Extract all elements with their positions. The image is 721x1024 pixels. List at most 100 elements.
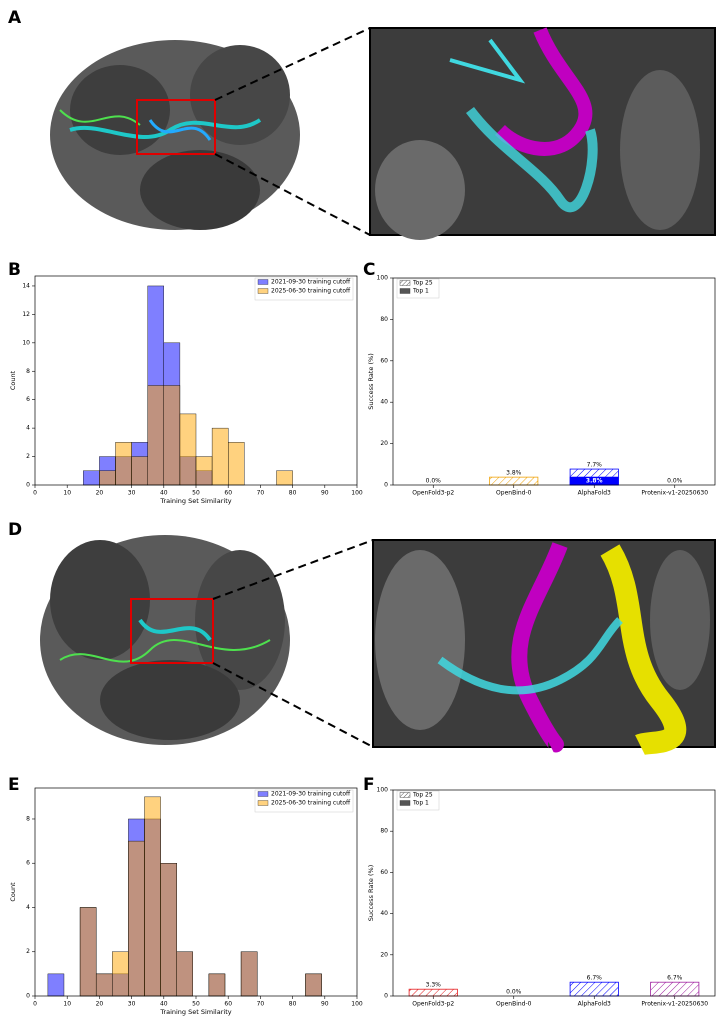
y-tick-label: 4 [26,904,30,911]
panel-label: B [8,260,21,280]
histogram-bar [195,456,213,486]
histogram-bar [128,840,145,997]
legend-label: Top 1 [412,288,429,295]
legend-swatch [399,800,411,806]
x-tick-label: 50 [192,1001,200,1008]
x-tick-label: 20 [96,490,104,497]
x-axis-label: Training Set Similarity [159,497,231,505]
legend-box [254,789,354,813]
x-tick-label: 100 [351,1001,363,1008]
value-label: 0.0% [506,989,522,996]
y-tick-label: 80 [380,316,388,323]
protein-image-a [50,27,716,240]
x-axis-label: Training Set Similarity [159,1008,231,1016]
y-tick-label: 100 [377,787,389,794]
y-tick-label: 12 [22,311,30,318]
x-tick-label: OpenFold3-p2 [412,1001,454,1008]
histogram-bar [47,973,65,997]
value-label: 7.7% [587,462,603,469]
x-tick-label: 60 [224,490,232,497]
value-label: 3.8% [506,470,522,477]
y-tick-label: 6 [26,860,30,867]
y-tick-label: 2 [26,453,30,460]
y-tick-label: 2 [26,948,30,955]
histogram-bar [179,413,197,486]
x-tick-label: 10 [63,490,71,497]
x-tick-label: 0 [33,1001,37,1008]
bar [408,988,458,997]
y-tick-label: 20 [380,440,388,447]
value-label: 3.3% [426,982,442,989]
y-axis-label: Success Rate (%) [367,865,375,921]
y-axis-label: Count [9,882,17,902]
y-axis-label: Count [9,370,17,390]
legend-swatch [257,800,269,806]
legend-box [254,277,354,301]
legend-label: 2021-09-30 training cutoff [271,791,351,798]
x-tick-label: AlphaFold3 [578,1001,611,1008]
histogram-bar [276,470,293,486]
histogram-bar [115,442,132,486]
histogram-bar [95,973,113,997]
bar [650,981,700,997]
x-tick-label: 30 [128,1001,136,1008]
x-tick-label: Protenix-v1-20250630 [641,490,708,497]
histogram-bar [240,951,258,997]
histogram-bar [131,456,148,486]
legend-swatch [399,288,411,294]
x-tick-label: 40 [160,1001,168,1008]
x-tick-label: 0 [33,490,37,497]
y-tick-label: 6 [26,396,30,403]
histogram-bar [99,470,116,486]
y-tick-label: 40 [380,399,388,406]
legend-label: 2025-06-30 training cutoff [271,288,351,295]
y-tick-label: 14 [22,282,30,289]
histogram-bar [227,442,245,486]
axes-frame [34,787,358,997]
panel-label: A [8,8,22,28]
y-tick-label: 0 [26,993,30,1000]
panel-label: D [8,520,22,540]
histogram-bar [305,973,322,997]
panel-label: F [363,775,375,795]
legend-swatch [257,288,269,294]
y-tick-label: 60 [380,869,388,876]
bar [489,476,539,486]
legend-label: 2021-09-30 training cutoff [271,279,351,286]
x-tick-label: 90 [321,1001,329,1008]
histogram-bar [147,385,164,486]
histogram-bar [112,951,129,997]
panel-label: E [8,775,20,795]
x-tick-label: 80 [289,1001,297,1008]
y-tick-label: 10 [22,339,30,346]
x-tick-label: 70 [257,490,265,497]
value-label: 6.7% [667,975,683,982]
histogram-bar [79,907,97,997]
y-tick-label: 100 [377,275,389,282]
y-tick-label: 80 [380,828,388,835]
histogram-bar [176,951,193,997]
legend-label: 2025-06-30 training cutoff [271,800,351,807]
value-label: 6.7% [587,975,603,982]
value-label: 3.8% [586,478,603,485]
histogram-bar [83,470,100,486]
x-tick-label: 100 [351,490,363,497]
x-tick-label: 20 [96,1001,104,1008]
x-tick-label: AlphaFold3 [578,490,611,497]
bar [569,981,619,997]
y-tick-label: 8 [26,815,30,822]
legend-label: Top 25 [412,792,433,799]
histogram-bar [208,973,226,997]
y-axis-label: Success Rate (%) [367,353,375,409]
y-tick-label: 60 [380,357,388,364]
x-tick-label: 70 [257,1001,265,1008]
x-tick-label: OpenBind-0 [496,490,532,497]
x-tick-label: 30 [128,490,136,497]
x-tick-label: 40 [160,490,168,497]
histogram-bar [211,427,229,486]
x-tick-label: 50 [192,490,200,497]
axes-frame [392,277,716,486]
legend-label: Top 1 [412,800,429,807]
histogram-bar [160,863,177,997]
